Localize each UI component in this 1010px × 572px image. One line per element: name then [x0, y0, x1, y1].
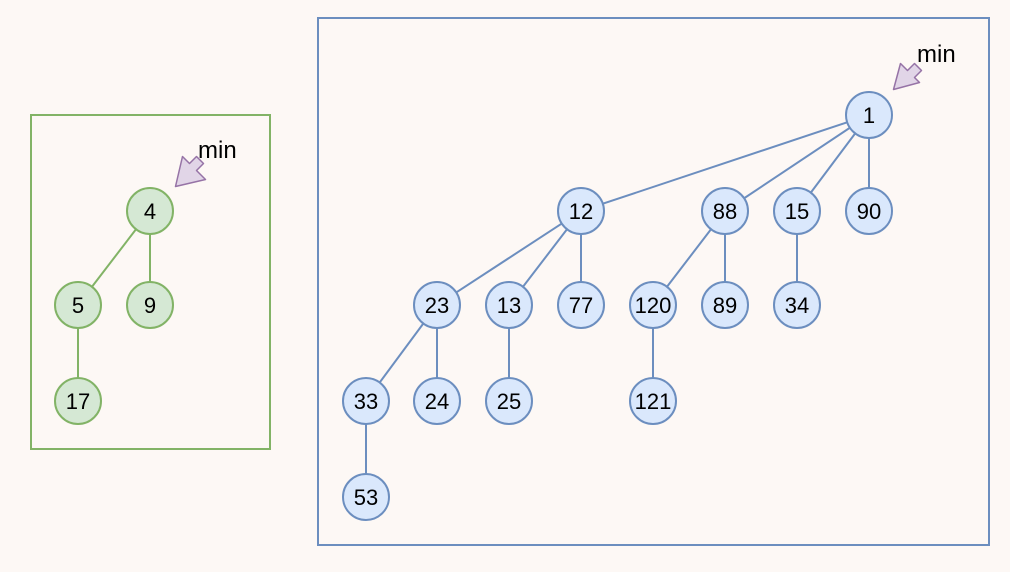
node-circle: [54, 281, 102, 329]
heap-node: 33: [342, 377, 390, 425]
node-circle: [629, 281, 677, 329]
node-circle: [773, 187, 821, 235]
node-circle: [54, 377, 102, 425]
heap-node: 88: [701, 187, 749, 235]
heap-node: 9: [126, 281, 174, 329]
edge-g4-g5: [91, 228, 137, 288]
node-label: 121: [635, 389, 672, 414]
node-circle: [126, 281, 174, 329]
node-circle: [413, 281, 461, 329]
node-circle: [557, 281, 605, 329]
node-circle: [126, 187, 174, 235]
heap-node: 15: [773, 187, 821, 235]
node-circle: [342, 377, 390, 425]
edge-b12-b23: [455, 222, 563, 294]
node-label: 120: [635, 293, 672, 318]
nodes-layer: 4 5 9 17 1 12 88 15 90 23 13 77 120 89 34 33 24 25 121 53: [54, 91, 893, 521]
min-label: min: [917, 41, 956, 68]
node-label: 9: [144, 293, 156, 318]
node-label: 23: [425, 293, 449, 318]
large-heap-frame: [317, 17, 990, 546]
node-circle: [629, 377, 677, 425]
heap-node: 53: [342, 473, 390, 521]
node-label: 53: [354, 485, 378, 510]
node-label: 89: [713, 293, 737, 318]
heap-node: 34: [773, 281, 821, 329]
heap-node: 90: [845, 187, 893, 235]
node-label: 15: [785, 199, 809, 224]
node-label: 5: [72, 293, 84, 318]
min-pointer-large: min: [892, 41, 956, 91]
node-label: 25: [497, 389, 521, 414]
heap-node: 4: [126, 187, 174, 235]
heap-node: 77: [557, 281, 605, 329]
node-label: 4: [144, 199, 156, 224]
heap-node: 25: [485, 377, 533, 425]
heap-node: 121: [629, 377, 677, 425]
node-label: 33: [354, 389, 378, 414]
node-circle: [485, 281, 533, 329]
heap-node: 23: [413, 281, 461, 329]
node-circle: [557, 187, 605, 235]
node-circle: [845, 91, 893, 139]
heap-node: 89: [701, 281, 749, 329]
node-circle: [845, 187, 893, 235]
min-arrow-icon: [174, 155, 207, 188]
node-label: 1: [863, 103, 875, 128]
node-label: 12: [569, 199, 593, 224]
heap-node: 1: [845, 91, 893, 139]
node-circle: [342, 473, 390, 521]
small-heap-frame: [30, 114, 271, 450]
node-label: 77: [569, 293, 593, 318]
node-label: 17: [66, 389, 90, 414]
min-pointer-small: min: [174, 137, 237, 188]
edge-b88-b120: [666, 228, 712, 288]
edges-layer: [77, 121, 870, 474]
heap-node: 13: [485, 281, 533, 329]
node-label: 34: [785, 293, 809, 318]
node-circle: [485, 377, 533, 425]
heap-node: 5: [54, 281, 102, 329]
heap-node: 24: [413, 377, 461, 425]
node-circle: [701, 187, 749, 235]
node-label: 90: [857, 199, 881, 224]
edge-b1-b88: [743, 126, 851, 200]
node-label: 13: [497, 293, 521, 318]
heap-node: 120: [629, 281, 677, 329]
node-circle: [773, 281, 821, 329]
heap-node: 17: [54, 377, 102, 425]
edge-b1-b15: [809, 132, 857, 194]
node-label: 88: [713, 199, 737, 224]
heap-node: 12: [557, 187, 605, 235]
node-label: 24: [425, 389, 449, 414]
min-arrow-icon: [892, 62, 923, 91]
edge-b23-b33: [378, 322, 425, 384]
edge-b12-b13: [522, 228, 568, 288]
min-label: min: [198, 137, 237, 164]
node-circle: [413, 377, 461, 425]
edge-b1-b12: [602, 121, 848, 205]
node-circle: [701, 281, 749, 329]
